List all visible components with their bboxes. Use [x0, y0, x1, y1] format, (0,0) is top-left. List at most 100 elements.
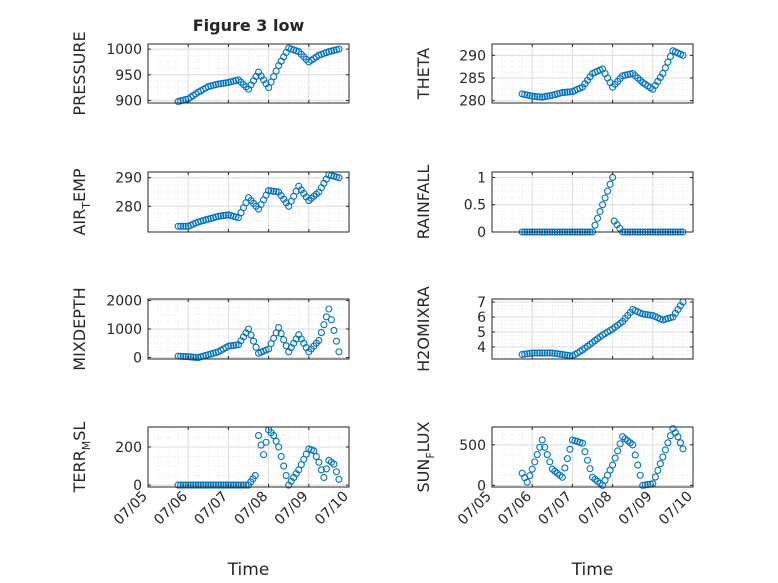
- data-point: [609, 461, 617, 469]
- data-point: [666, 432, 674, 440]
- data-point: [272, 67, 280, 75]
- y-tick-label: 285: [459, 71, 486, 87]
- data-point: [541, 93, 549, 101]
- data-point: [277, 330, 285, 338]
- data-point: [523, 478, 531, 486]
- data-point: [310, 447, 318, 455]
- data-point: [332, 468, 340, 476]
- data-point: [327, 316, 335, 324]
- data-point: [280, 336, 288, 344]
- data-point: [330, 326, 338, 334]
- data-point: [219, 79, 227, 87]
- data-point: [217, 80, 225, 88]
- data-point: [558, 89, 566, 97]
- data-point: [586, 465, 594, 473]
- y-axis-label: TERRMSL: [70, 422, 93, 494]
- data-point: [277, 452, 285, 461]
- data-point: [315, 336, 323, 344]
- data-point: [270, 432, 278, 440]
- data-point: [546, 92, 554, 100]
- y-tick-label: 6: [477, 310, 486, 326]
- data-point: [237, 481, 245, 489]
- data-point: [219, 212, 227, 220]
- data-point: [335, 475, 343, 483]
- data-point: [661, 64, 669, 72]
- data-point: [179, 481, 187, 489]
- data-point: [606, 180, 614, 188]
- data-point: [679, 51, 687, 59]
- y-tick-label: 1000: [106, 322, 142, 338]
- data-point: [551, 349, 559, 357]
- data-point: [656, 460, 664, 468]
- data-point: [222, 79, 230, 87]
- data-point: [177, 222, 185, 230]
- data-point: [182, 222, 190, 230]
- data-point: [174, 222, 182, 230]
- data-point: [533, 451, 541, 459]
- x-tick-label: 07/08: [232, 489, 272, 529]
- data-point: [330, 460, 338, 468]
- y-tick-label: 500: [459, 438, 486, 454]
- data-point: [543, 349, 551, 357]
- data-point: [270, 187, 278, 195]
- data-point: [578, 439, 587, 447]
- data-point: [604, 187, 612, 195]
- data-point: [531, 92, 539, 100]
- y-tick-label: 0: [133, 351, 142, 367]
- data-point: [538, 436, 546, 444]
- data-point: [267, 78, 275, 86]
- data-point: [222, 211, 230, 219]
- y-tick-label: 900: [115, 93, 142, 109]
- data-point: [593, 214, 602, 222]
- data-point: [252, 343, 260, 351]
- data-point: [636, 471, 644, 479]
- data-point: [312, 452, 320, 461]
- data-point: [275, 443, 283, 451]
- data-point: [254, 432, 263, 440]
- data-point: [651, 473, 659, 481]
- data-point: [192, 481, 200, 489]
- data-point: [659, 453, 667, 461]
- data-point: [531, 349, 539, 357]
- data-point: [629, 441, 637, 449]
- axes-box: [491, 43, 694, 104]
- axes-box: [147, 43, 350, 104]
- data-point: [280, 462, 288, 470]
- data-point: [543, 451, 551, 459]
- data-point: [174, 481, 182, 489]
- data-point: [641, 310, 649, 318]
- data-point: [563, 455, 571, 463]
- data-point: [204, 481, 212, 489]
- data-point: [561, 351, 569, 359]
- data-point: [631, 451, 639, 459]
- data-point: [541, 349, 549, 357]
- x-tick-label: 07/09: [616, 489, 656, 529]
- y-tick-label: 280: [459, 94, 486, 110]
- data-point: [523, 350, 531, 358]
- data-point: [614, 447, 622, 455]
- data-point: [548, 349, 556, 357]
- x-tick-label: 07/10: [312, 489, 352, 529]
- y-tick-label: 0: [133, 478, 142, 494]
- subplot-mixdepth: 0 1000 2000 MIXDEPTH: [70, 287, 350, 371]
- axes-box: [491, 298, 694, 360]
- data-point: [538, 349, 546, 357]
- data-point: [317, 329, 325, 337]
- y-tick-label: 1: [477, 170, 486, 186]
- data-point: [676, 439, 684, 447]
- data-point: [320, 321, 328, 329]
- data-point: [335, 348, 343, 356]
- data-point: [528, 92, 536, 100]
- axes-box: [491, 426, 694, 488]
- data-point: [641, 481, 649, 489]
- y-tick-label: 200: [115, 440, 142, 456]
- data-point: [202, 481, 210, 489]
- data-point: [598, 201, 607, 209]
- data-point: [232, 341, 240, 349]
- data-point: [566, 88, 574, 96]
- data-point: [679, 445, 687, 453]
- data-point: [583, 456, 592, 464]
- y-tick-label: 2000: [106, 293, 142, 309]
- data-point: [666, 52, 674, 61]
- y-tick-label: 5: [477, 325, 486, 341]
